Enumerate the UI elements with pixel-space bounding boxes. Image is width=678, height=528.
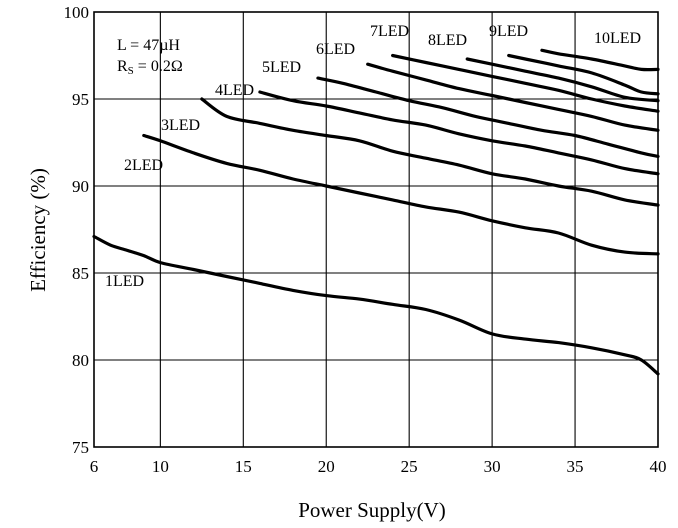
series-line-10led (540, 48, 660, 72)
series-labels: 1LED 2LED 3LED 4LED 5LED 6LED 7LED 8LED 9LED 10LE… (105, 23, 641, 290)
series-lines (92, 48, 660, 376)
resistance-symbol: R (117, 58, 128, 75)
y-tick-label: 95 (72, 90, 89, 109)
inductance-annotation: L = 47µH (117, 37, 180, 54)
x-tick-label: 15 (235, 457, 252, 476)
x-tick-label: 20 (318, 457, 335, 476)
series-label-1led: 1LED (105, 273, 144, 290)
y-axis-title: Efficiency (%) (26, 168, 50, 292)
series-line-8led (465, 57, 660, 103)
series-line-2led (142, 133, 660, 256)
series-label-10led: 10LED (594, 30, 641, 47)
y-tick-labels: 75 80 85 90 95 100 (64, 3, 90, 457)
series-label-2led: 2LED (124, 157, 163, 174)
series-label-4led: 4LED (215, 82, 254, 99)
series-label-3led: 3LED (161, 117, 200, 134)
y-tick-label: 80 (72, 351, 89, 370)
x-tick-label: 6 (90, 457, 99, 476)
series-label-5led: 5LED (262, 59, 301, 76)
series-line-7led (391, 53, 660, 113)
x-axis-title: Power Supply(V) (298, 498, 446, 522)
series-line-9led (507, 53, 660, 96)
series-line-4led (258, 90, 660, 176)
series-label-8led: 8LED (428, 32, 467, 49)
series-label-6led: 6LED (316, 41, 355, 58)
resistance-subscript: S (128, 65, 134, 77)
series-label-7led: 7LED (370, 23, 409, 40)
series-line-3led (200, 97, 660, 207)
series-line-1led (92, 234, 660, 376)
resistance-value: = 0.2Ω (134, 58, 183, 75)
x-tick-label: 10 (152, 457, 169, 476)
y-tick-label: 90 (72, 177, 89, 196)
y-tick-label: 100 (64, 3, 90, 22)
resistance-annotation: RS = 0.2Ω (117, 58, 183, 77)
series-line-5led (316, 76, 660, 158)
y-tick-label: 75 (72, 438, 89, 457)
x-tick-label: 25 (401, 457, 418, 476)
x-tick-labels: 6 10 15 20 25 30 35 40 (90, 457, 667, 476)
plot-frame (93, 11, 659, 448)
x-tick-label: 30 (484, 457, 501, 476)
x-tick-label: 40 (650, 457, 667, 476)
series-line-6led (366, 62, 660, 132)
grid-lines (94, 12, 658, 447)
y-tick-label: 85 (72, 264, 89, 283)
series-label-9led: 9LED (489, 23, 528, 40)
x-tick-label: 35 (567, 457, 584, 476)
